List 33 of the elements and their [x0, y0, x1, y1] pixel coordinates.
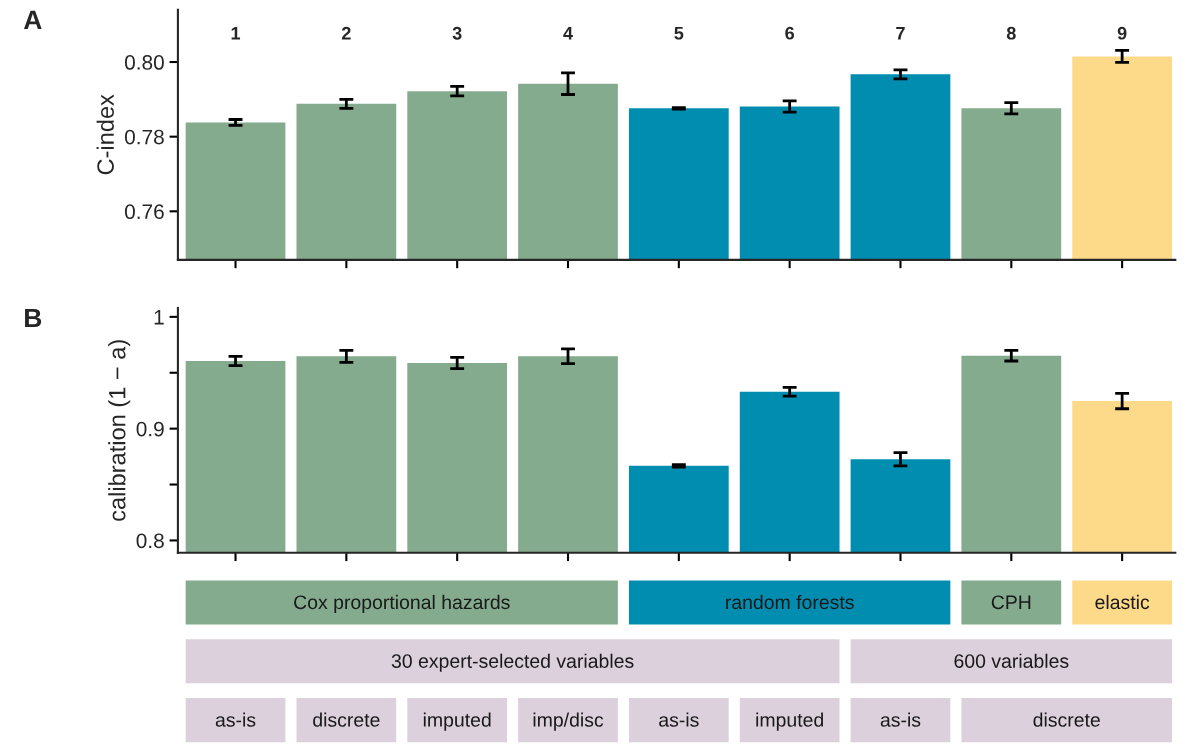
text: imputed	[756, 712, 823, 731]
x-tick-label: 3	[452, 26, 462, 40]
x-tick-label: 5	[674, 27, 684, 40]
text: imp/disc	[533, 712, 604, 731]
y-axis-title: C-index	[96, 94, 114, 175]
text: as-is	[215, 712, 256, 727]
y-tick-label: 0.8	[136, 533, 164, 549]
y-tick-label: 0.78	[124, 129, 164, 145]
text: discrete	[1033, 712, 1100, 727]
x-tick-label: 1	[231, 27, 241, 40]
x-tick-label: 8	[1006, 26, 1016, 40]
x-tick-label: 2	[341, 26, 351, 40]
text: elastic	[1095, 594, 1150, 610]
text: 600 variables	[954, 653, 1069, 668]
y-tick-label: 0.9	[136, 421, 164, 437]
text: as-is	[880, 712, 921, 727]
x-tick-label: 4	[563, 27, 573, 40]
text: CPH	[991, 595, 1031, 610]
text: random forests	[726, 594, 854, 610]
x-tick-label: 7	[896, 27, 905, 40]
text: as-is	[659, 712, 699, 727]
text: 30 expert-selected variables	[391, 653, 634, 672]
x-tick-label: 9	[1117, 26, 1127, 40]
text: discrete	[313, 712, 380, 727]
x-tick-label: 6	[785, 26, 795, 40]
chart-title: A	[23, 10, 42, 29]
y-tick-label: 0.80	[124, 55, 164, 70]
text: Cox proportional hazards	[294, 594, 510, 613]
y-axis-title: calibration (1 − a)	[108, 340, 131, 521]
y-tick-label: 0.76	[124, 204, 164, 220]
chart-title: B	[25, 308, 42, 328]
text: imputed	[423, 712, 491, 731]
y-tick-label: 1	[154, 310, 164, 325]
